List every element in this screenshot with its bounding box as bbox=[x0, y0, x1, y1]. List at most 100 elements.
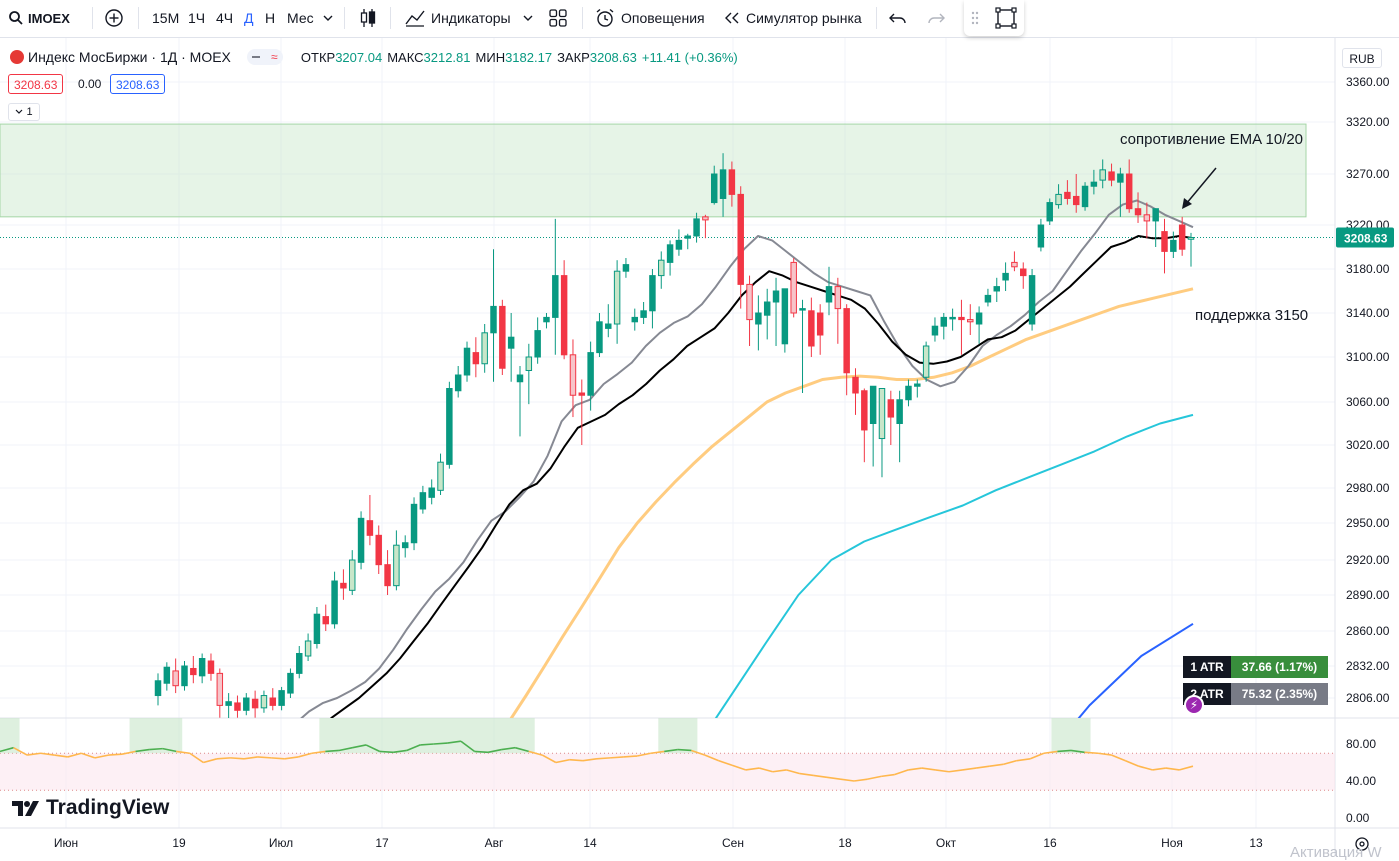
candle bbox=[1143, 202, 1151, 239]
support-annotation[interactable]: поддержка 3150 bbox=[1195, 307, 1308, 324]
candle-body bbox=[366, 520, 374, 536]
sell-price-badge[interactable]: 3208.63 bbox=[8, 74, 64, 94]
candle bbox=[331, 571, 338, 629]
oscillator-overbought-zone bbox=[129, 718, 183, 754]
compare-button[interactable] bbox=[104, 0, 124, 36]
oscillator-segment bbox=[772, 769, 787, 773]
tradingview-logo[interactable]: TradingView bbox=[12, 796, 169, 820]
alarm-clock-icon bbox=[596, 8, 614, 27]
candle-body bbox=[967, 319, 974, 323]
candle-body bbox=[781, 288, 789, 345]
candle bbox=[569, 339, 577, 418]
buy-price-badge[interactable]: 3208.63 bbox=[110, 74, 166, 94]
replay-button[interactable]: Симулятор рынка bbox=[722, 0, 862, 36]
candle-body bbox=[172, 670, 179, 687]
candle bbox=[905, 379, 912, 407]
interval-dropdown[interactable] bbox=[322, 0, 334, 36]
candle-body bbox=[207, 660, 215, 674]
lightning-icon[interactable]: ⚡ bbox=[1184, 695, 1204, 715]
settings-gear-icon[interactable] bbox=[1355, 837, 1369, 851]
candle bbox=[666, 240, 674, 276]
oscillator-segment bbox=[989, 763, 1004, 767]
candle-body bbox=[349, 559, 356, 591]
market-status-toggle[interactable]: ≈ bbox=[246, 49, 283, 65]
indicators-button[interactable]: Индикаторы bbox=[404, 0, 511, 36]
moex-logo bbox=[10, 50, 24, 64]
interval-15m[interactable]: 15М bbox=[152, 10, 180, 26]
candle bbox=[560, 260, 568, 360]
candle bbox=[746, 275, 753, 346]
candle-body bbox=[1134, 208, 1142, 216]
candle-body bbox=[490, 305, 497, 334]
currency-button[interactable]: RUB bbox=[1342, 48, 1382, 68]
redo-button[interactable] bbox=[926, 0, 946, 36]
interval-month[interactable]: Мес bbox=[287, 10, 314, 26]
resistance-annotation[interactable]: сопротивление EMA 10/20 bbox=[1120, 131, 1303, 148]
interval-day[interactable]: Д bbox=[244, 10, 254, 26]
undo-button[interactable] bbox=[888, 0, 908, 36]
price-tick-label: 2890.00 bbox=[1346, 588, 1390, 602]
candle-body bbox=[163, 666, 171, 684]
tradingview-icon bbox=[12, 801, 39, 816]
price-axis[interactable]: 3360.003320.003270.003220.003180.003140.… bbox=[1336, 75, 1394, 825]
chart-title[interactable]: Индекс МосБиржи · 1Д · MOEX bbox=[28, 49, 231, 65]
candle-body bbox=[958, 316, 965, 321]
candle-body bbox=[181, 665, 188, 687]
chart-type-button[interactable] bbox=[358, 0, 378, 36]
interval-week[interactable]: Н bbox=[265, 10, 276, 26]
toolbar-divider bbox=[390, 7, 391, 29]
low-value: 3182.17 bbox=[505, 49, 553, 65]
drag-handle-icon[interactable] bbox=[970, 10, 980, 26]
oscillator-segment bbox=[786, 769, 801, 775]
oscillator-segment bbox=[637, 752, 651, 757]
oscillator-segment bbox=[1084, 751, 1099, 755]
oscillator-overbought-zone bbox=[1051, 718, 1091, 754]
indicators-dropdown[interactable] bbox=[522, 0, 534, 36]
resistance-zone[interactable] bbox=[0, 123, 1307, 218]
candle bbox=[1099, 159, 1106, 189]
price-chart[interactable]: 3360.003320.003270.003220.003180.003140.… bbox=[0, 38, 1399, 856]
current-price-label: 3208.63 bbox=[1344, 232, 1388, 246]
candle-body bbox=[1099, 169, 1106, 181]
candle bbox=[1125, 159, 1133, 213]
fullscreen-icon[interactable] bbox=[994, 6, 1018, 30]
candle-body bbox=[587, 352, 594, 396]
candle bbox=[401, 535, 409, 558]
candle-body bbox=[984, 294, 992, 303]
time-axis[interactable]: Июн 19 Июл 17 Авг 14 Сен 18 Окт 16 Ноя 13 bbox=[0, 827, 1399, 851]
candle bbox=[154, 673, 162, 706]
time-tick-label: 16 bbox=[1043, 836, 1057, 850]
candle bbox=[1108, 163, 1115, 187]
candle-body bbox=[304, 640, 312, 657]
oscillator-segment bbox=[677, 748, 692, 752]
symbol-search-button[interactable]: IMOEX bbox=[8, 0, 70, 36]
oscillator-segment bbox=[216, 757, 231, 760]
candle-body bbox=[1125, 173, 1133, 210]
candle-body bbox=[693, 218, 700, 237]
oscillator-segment bbox=[284, 756, 299, 760]
indicator-collapse-toggle[interactable]: 1 bbox=[8, 103, 40, 121]
interval-1h[interactable]: 1Ч bbox=[188, 10, 206, 26]
oscillator-segment bbox=[257, 756, 272, 759]
oscillator-segment bbox=[1124, 759, 1140, 767]
oscillator-segment bbox=[108, 753, 123, 756]
candle bbox=[1117, 167, 1124, 217]
oscillator-segment bbox=[582, 758, 597, 762]
oscillator-segment bbox=[610, 756, 624, 759]
oscillator-segment bbox=[325, 749, 339, 753]
alerts-button[interactable]: Оповещения bbox=[594, 0, 705, 36]
oscillator-tick-label: 40.00 bbox=[1346, 774, 1376, 788]
oscillator-segment bbox=[948, 769, 963, 773]
interval-4h[interactable]: 4Ч bbox=[216, 10, 234, 26]
candle-body bbox=[931, 325, 939, 336]
layouts-button[interactable] bbox=[548, 0, 568, 36]
candle bbox=[384, 550, 391, 595]
candle-body bbox=[401, 542, 409, 549]
toolbar-divider bbox=[876, 7, 877, 29]
oscillator-segment bbox=[352, 744, 367, 749]
oscillator-segment bbox=[1138, 765, 1153, 771]
arrow-annotation[interactable] bbox=[1182, 167, 1217, 209]
ema-slow-line bbox=[329, 235, 1194, 718]
chevron-down-icon bbox=[323, 15, 333, 21]
candle bbox=[163, 662, 171, 691]
